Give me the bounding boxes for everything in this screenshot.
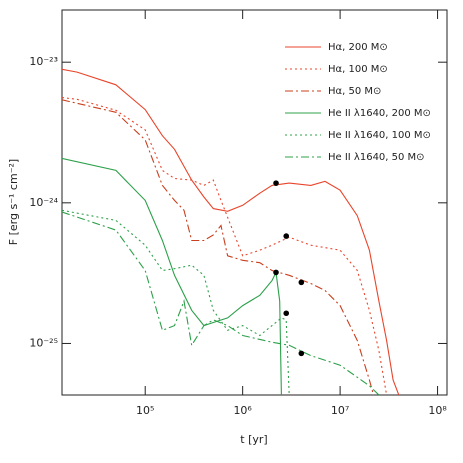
marker-point <box>283 310 290 317</box>
x-tick-label: 10⁸ <box>428 404 447 417</box>
series-line <box>62 97 388 395</box>
x-axis-label: t [yr] <box>240 433 267 446</box>
legend-label: Hα, 50 M⊙ <box>328 86 381 97</box>
series-line <box>62 209 290 395</box>
legend-label: He II λ1640, 50 M⊙ <box>328 152 425 163</box>
y-tick-label: 10⁻²⁴ <box>29 196 58 209</box>
marker-point <box>283 233 290 239</box>
legend-label: Hα, 100 M⊙ <box>328 64 388 75</box>
x-tick-label: 10⁷ <box>331 404 349 417</box>
plot-area <box>62 68 400 395</box>
y-axis-label: F [erg s⁻¹ cm⁻²] <box>7 159 20 245</box>
y-tick-label: 10⁻²³ <box>29 55 58 68</box>
marker-point <box>273 180 279 186</box>
legend-label: He II λ1640, 200 M⊙ <box>328 108 431 119</box>
marker-point <box>273 269 279 276</box>
marker-point <box>298 279 305 286</box>
series-line <box>62 157 282 395</box>
legend-label: He II λ1640, 100 M⊙ <box>328 130 431 141</box>
legend-label: Hα, 200 M⊙ <box>328 42 388 53</box>
series-line <box>62 211 380 395</box>
x-tick-label: 10⁵ <box>136 404 154 417</box>
series-line <box>62 68 400 395</box>
y-tick-label: 10⁻²⁵ <box>29 336 58 349</box>
series-line <box>62 99 375 395</box>
x-tick-label: 10⁶ <box>233 404 252 417</box>
plot-frame <box>61 9 448 396</box>
marker-point <box>298 350 305 357</box>
